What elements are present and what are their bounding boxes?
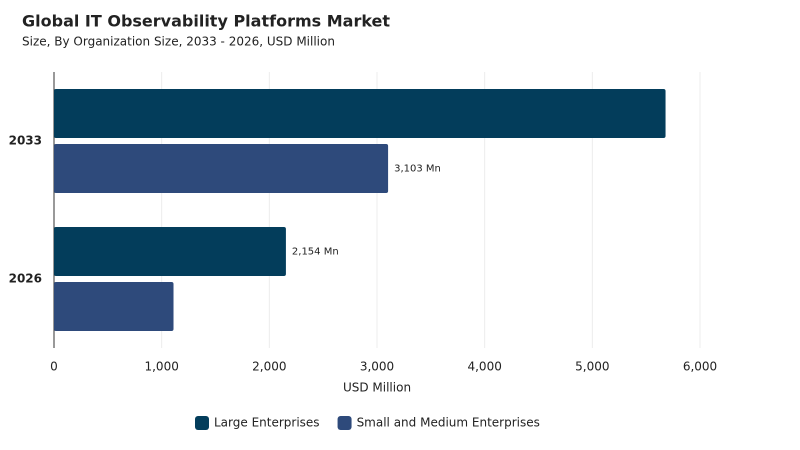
x-tick-label: 3,000 bbox=[360, 360, 394, 374]
x-tick-label: 6,000 bbox=[683, 360, 717, 374]
x-tick-label: 1,000 bbox=[144, 360, 178, 374]
bar bbox=[54, 282, 174, 331]
y-tick-label: 2033 bbox=[9, 134, 42, 148]
data-label: 2,154 Mn bbox=[292, 247, 339, 258]
legend-swatch bbox=[195, 416, 209, 430]
legend-label: Large Enterprises bbox=[214, 416, 320, 430]
x-tick-label: 5,000 bbox=[575, 360, 609, 374]
x-tick-label: 4,000 bbox=[467, 360, 501, 374]
legend-swatch bbox=[337, 416, 352, 430]
chart-title: Global IT Observability Platforms Market bbox=[22, 12, 390, 31]
x-axis-title: USD Million bbox=[343, 381, 411, 395]
data-label: 3,103 Mn bbox=[394, 164, 441, 175]
y-tick-label: 2026 bbox=[9, 272, 42, 286]
bar bbox=[54, 144, 389, 193]
x-tick-label: 2,000 bbox=[252, 360, 286, 374]
bar bbox=[54, 227, 286, 276]
legend-label: Small and Medium Enterprises bbox=[357, 416, 540, 430]
bar bbox=[54, 89, 666, 138]
x-tick-label: 0 bbox=[50, 360, 58, 374]
chart-subtitle: Size, By Organization Size, 2033 - 2026,… bbox=[22, 35, 335, 49]
